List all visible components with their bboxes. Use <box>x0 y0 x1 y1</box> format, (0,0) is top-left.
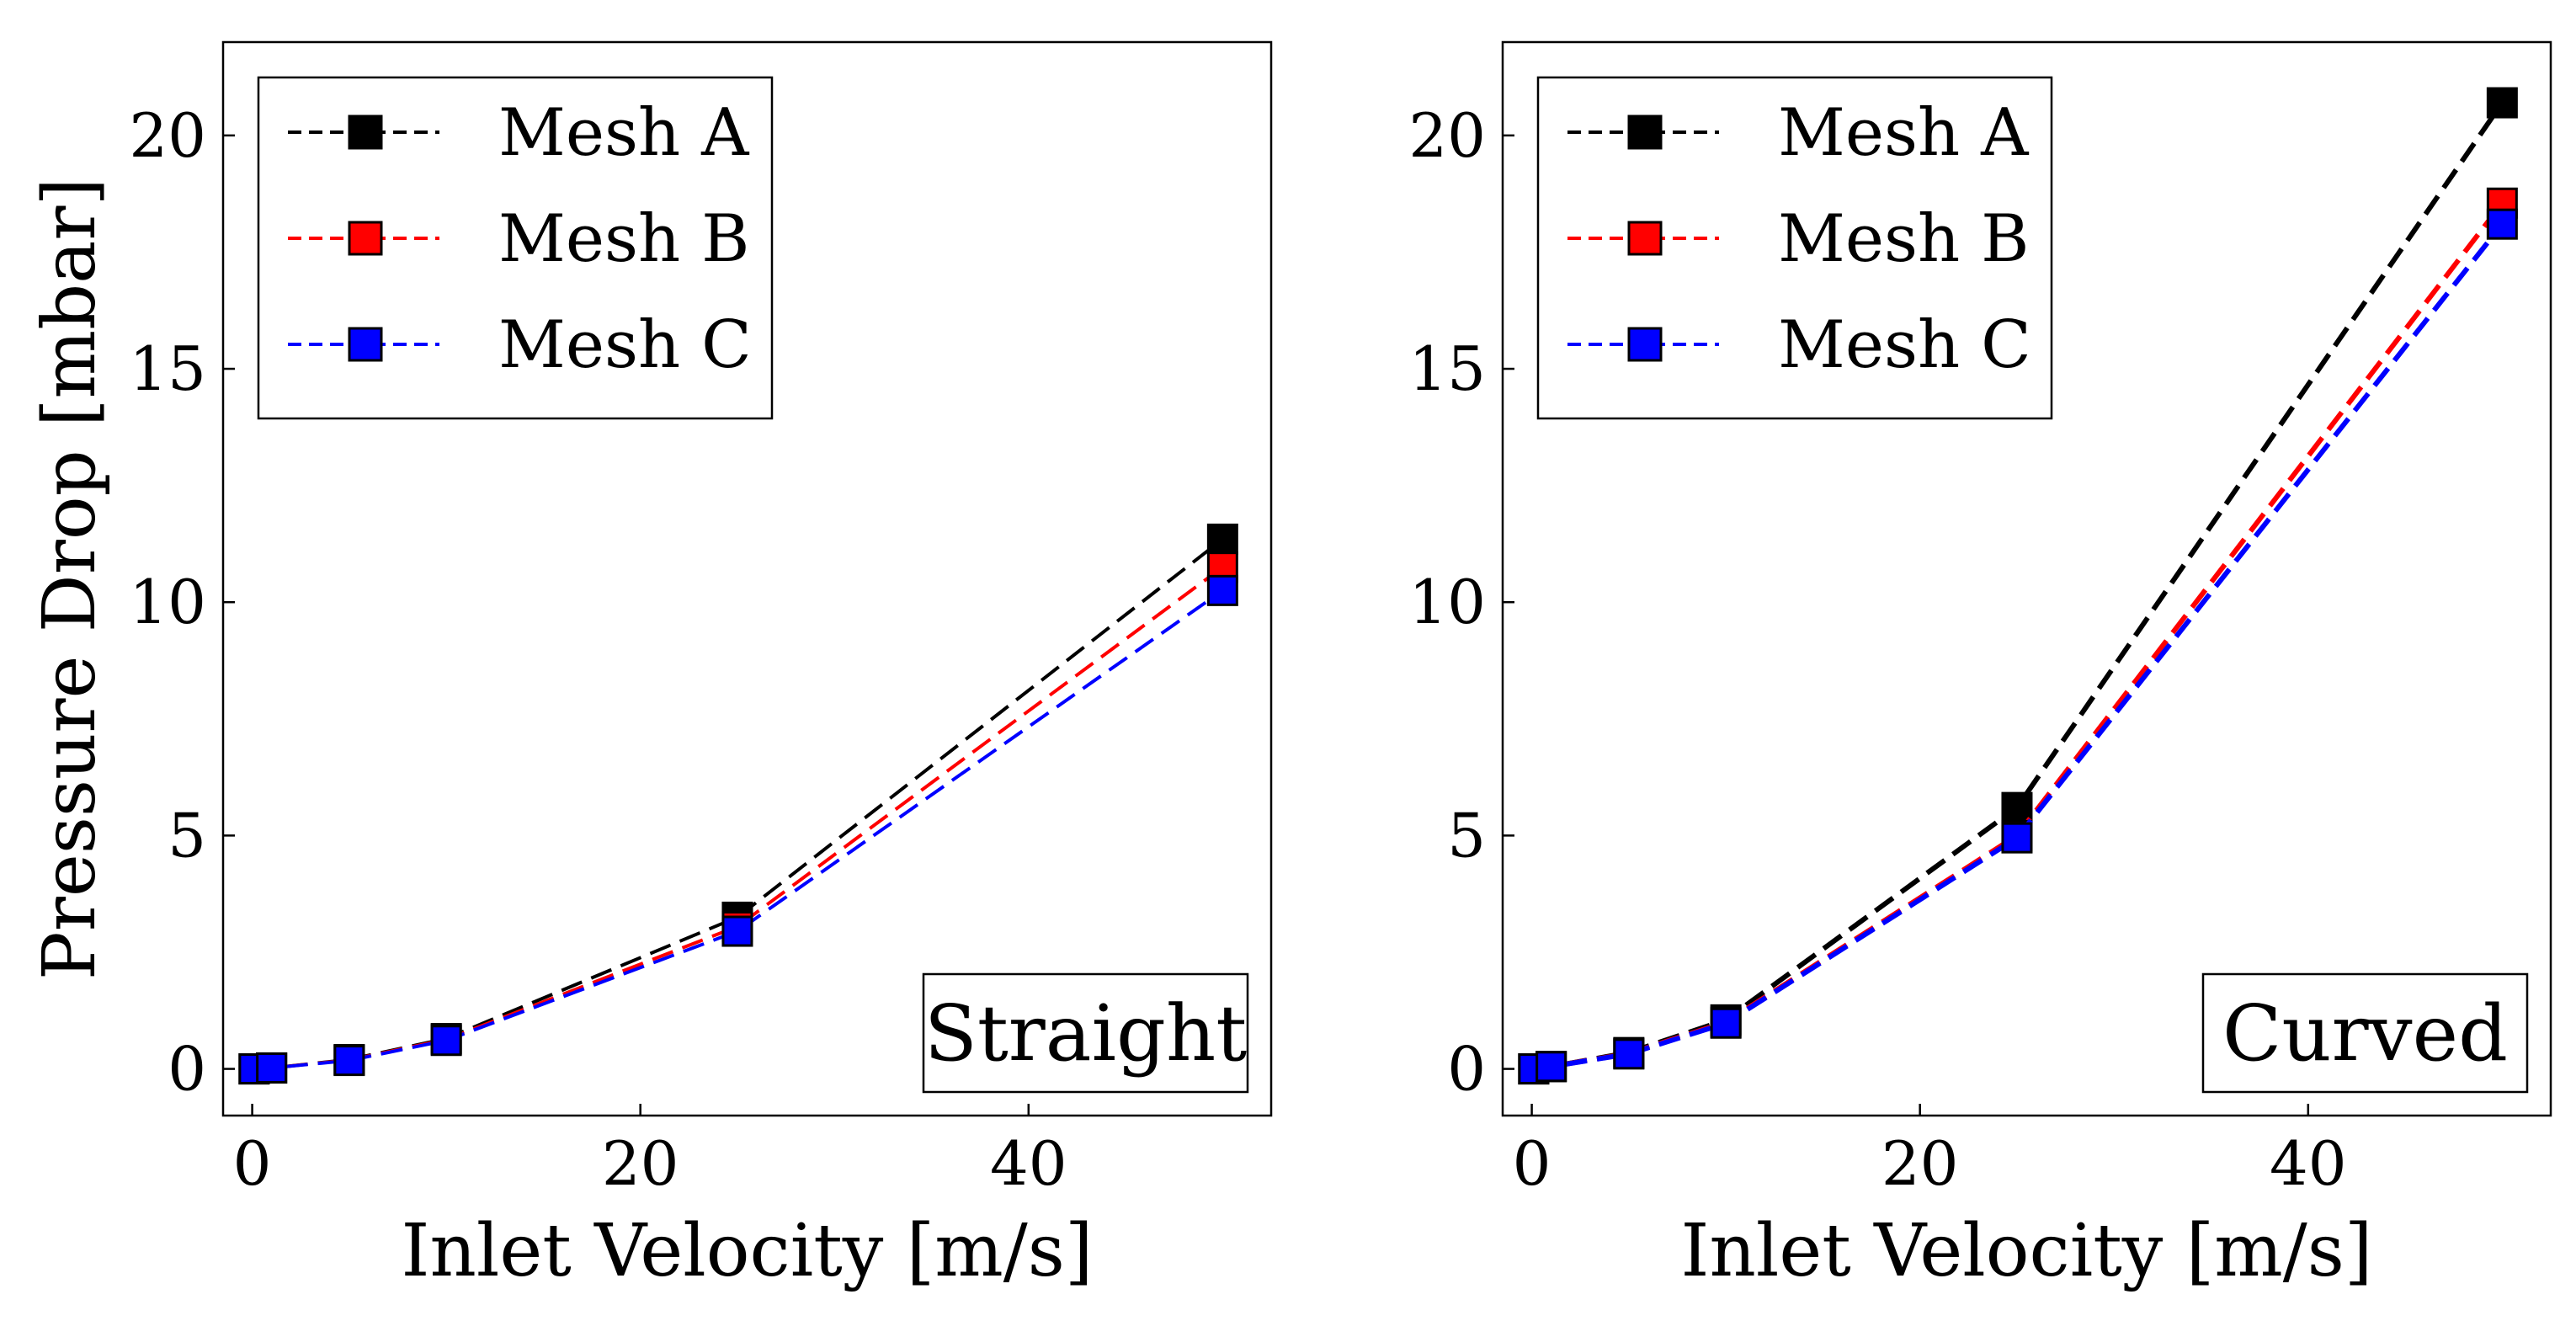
data-point <box>256 1052 288 1084</box>
legend-marker <box>348 115 383 150</box>
plot-frame <box>221 40 1273 1117</box>
x-axis-label: Inlet Velocity [m/s] <box>402 1209 1094 1293</box>
panel-label-box <box>2201 972 2529 1094</box>
chart-panel-1: 0 20 40 0 5 10 15 20 Inlet Velocity [m/s] Pressur… <box>28 40 1273 1293</box>
legend-label: Mesh B <box>498 201 749 277</box>
y-axis-label: Pressure Drop [mbar] <box>28 178 112 980</box>
panel-label-box <box>922 972 1249 1094</box>
legend-label: Mesh C <box>498 307 752 383</box>
data-point <box>2001 822 2033 854</box>
y-tick-label: 10 <box>1408 567 1486 637</box>
panel-label: Straight <box>924 988 1247 1079</box>
legend-label: Mesh C <box>1778 307 2031 383</box>
data-point <box>2486 87 2518 119</box>
y-tick-label: 0 <box>168 1034 206 1105</box>
y-tick-label: 15 <box>1408 333 1486 404</box>
legend <box>257 76 774 420</box>
data-point <box>1206 523 1238 555</box>
legend-marker <box>348 221 383 256</box>
legend-label: Mesh A <box>498 95 750 171</box>
data-point <box>333 1045 365 1077</box>
data-point <box>721 915 753 947</box>
data-point <box>1206 574 1238 606</box>
y-tick-label: 5 <box>168 800 206 871</box>
plot-frame <box>1501 40 2552 1117</box>
x-tick-label: 40 <box>990 1128 1067 1199</box>
legend-label: Mesh A <box>1778 95 2030 171</box>
legend-label: Mesh B <box>1778 201 2029 277</box>
y-tick-label: 15 <box>129 333 206 404</box>
data-point <box>430 1025 462 1057</box>
y-tick-label: 0 <box>1447 1034 1486 1105</box>
x-tick-label: 40 <box>2270 1128 2347 1199</box>
legend-marker <box>1627 221 1663 256</box>
legend-marker <box>348 327 383 362</box>
x-axis-label: Inlet Velocity [m/s] <box>1681 1209 2373 1293</box>
legend-marker <box>1627 327 1663 362</box>
data-point <box>1535 1051 1567 1083</box>
x-tick-label: 20 <box>602 1128 679 1199</box>
y-tick-label: 5 <box>1447 800 1486 871</box>
x-tick-label: 0 <box>233 1128 272 1199</box>
y-tick-label: 20 <box>129 100 206 171</box>
data-point <box>1613 1038 1645 1070</box>
data-point <box>2486 208 2518 240</box>
legend <box>1536 76 2053 420</box>
x-tick-label: 20 <box>1881 1128 1959 1199</box>
data-point <box>1710 1007 1742 1039</box>
chart-panel-2: 0 20 40 0 5 10 15 20 Inlet Velocity [m/s] Mesh A M… <box>1408 40 2552 1293</box>
panel-label: Curved <box>2222 988 2508 1079</box>
data-point <box>2001 791 2033 823</box>
y-tick-label: 10 <box>129 567 206 637</box>
y-tick-label: 20 <box>1408 100 1486 171</box>
x-tick-label: 0 <box>1513 1128 1551 1199</box>
legend-marker <box>1627 115 1663 150</box>
